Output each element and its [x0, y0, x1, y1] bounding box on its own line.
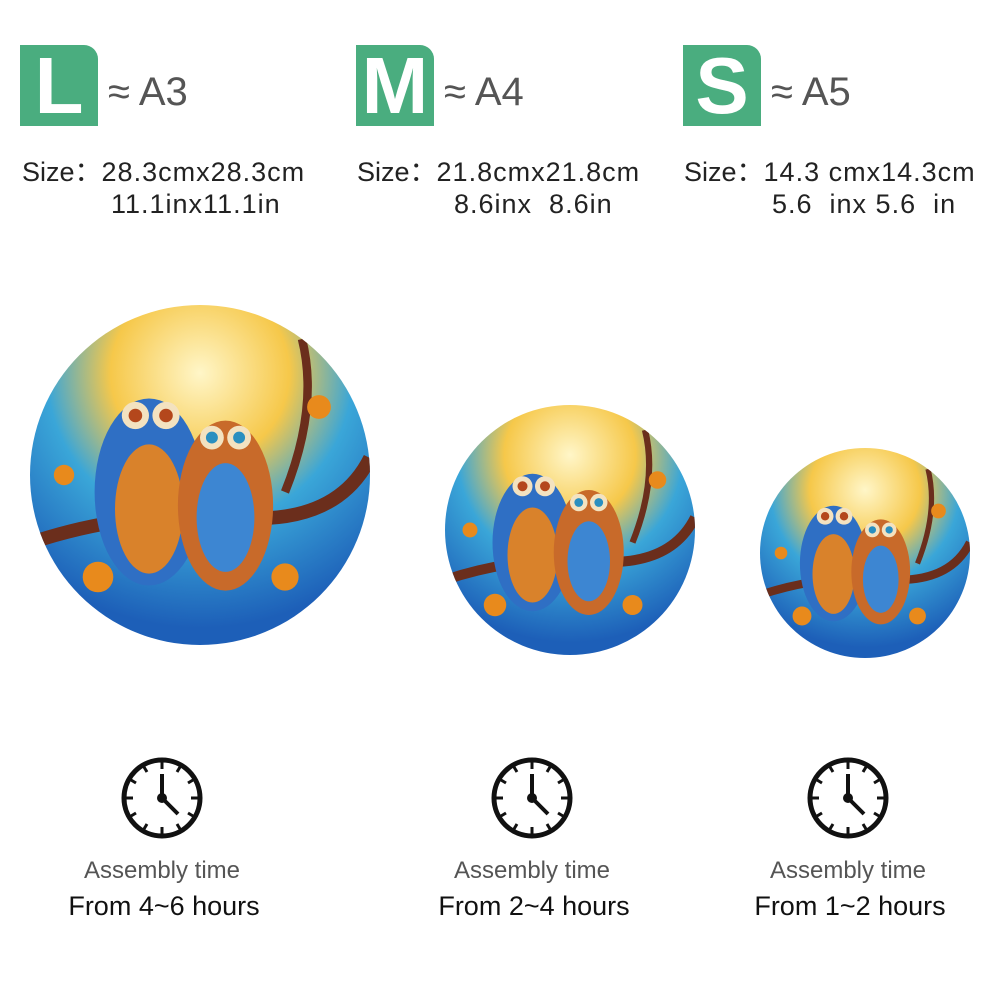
size-cm-m: Size：21.8cmx21.8cm: [357, 150, 640, 189]
owl-puzzle-medium: [445, 405, 695, 655]
size-inch-l: 11.1inx11.1in: [111, 189, 281, 219]
owl-puzzle-small: [760, 448, 970, 658]
paper-equivalent-s: ≈ A5: [771, 70, 851, 114]
assembly-hours-m: From 2~4 hours: [438, 891, 630, 921]
size-cm-value: 21.8cmx21.8cm: [436, 157, 641, 187]
clock-icon: [120, 756, 204, 840]
paper-equivalent-l: ≈ A3: [108, 70, 188, 114]
size-inch-m: 8.6inx 8.6in: [454, 189, 613, 219]
size-label: Size：: [684, 157, 764, 187]
size-badge-l: L: [20, 45, 98, 126]
size-badge-s: S: [683, 45, 761, 126]
size-cm-s: Size：14.3 cmx14.3cm: [684, 150, 976, 189]
owl-puzzle-large: [30, 305, 370, 645]
size-label: Size：: [357, 157, 437, 187]
assembly-label-s: Assembly time: [769, 857, 927, 884]
assembly-hours-s: From 1~2 hours: [754, 891, 946, 921]
size-label: Size：: [22, 157, 102, 187]
paper-equivalent-m: ≈ A4: [444, 70, 524, 114]
size-badge-m: M: [356, 45, 434, 126]
assembly-hours-l: From 4~6 hours: [68, 891, 260, 921]
assembly-label-l: Assembly time: [83, 857, 241, 884]
clock-icon: [806, 756, 890, 840]
size-cm-value: 14.3 cmx14.3cm: [763, 157, 976, 187]
size-cm-l: Size：28.3cmx28.3cm: [22, 150, 305, 189]
clock-icon: [490, 756, 574, 840]
size-cm-value: 28.3cmx28.3cm: [101, 157, 306, 187]
assembly-label-m: Assembly time: [453, 857, 611, 884]
size-inch-s: 5.6 inx 5.6 in: [772, 189, 957, 219]
